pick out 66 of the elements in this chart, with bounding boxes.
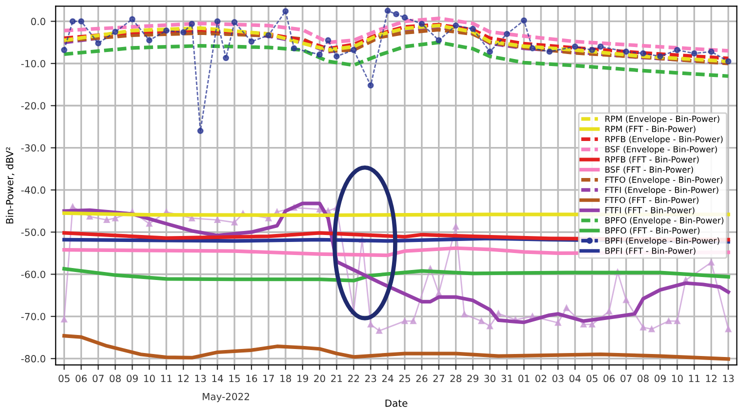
- x-tick-label: 12: [706, 374, 716, 382]
- y-tick-label: -50.0: [21, 228, 46, 236]
- legend-label: RPM (Envelope - Bin-Power): [605, 116, 720, 124]
- x-tick-label: 10: [144, 374, 155, 382]
- x-tick-label: 14: [212, 374, 224, 382]
- legend-label: BPFI (Envelope - Bin-Power): [605, 237, 720, 246]
- x-tick-label: 06: [604, 374, 615, 382]
- x-tick-label: 27: [433, 374, 444, 382]
- y-tick-label: -20.0: [21, 102, 46, 110]
- legend-label: RPM (FFT - Bin-Power): [605, 126, 696, 134]
- x-tick-label: 15: [229, 374, 240, 382]
- x-tick-label: 29: [467, 374, 478, 382]
- legend-label: BPFO (Envelope - Bin-Power): [605, 217, 724, 226]
- legend-label: BSF (FFT - Bin-Power): [605, 166, 694, 174]
- x-tick-label: 10: [672, 374, 683, 382]
- y-tick-label: -80.0: [21, 355, 46, 362]
- x-tick-label: 08: [638, 374, 649, 382]
- x-tick-label: 11: [689, 374, 700, 382]
- legend-label: RPFB (FFT - Bin-Power): [605, 156, 699, 164]
- y-tick-label: -40.0: [21, 186, 46, 194]
- x-tick-label: 09: [126, 374, 138, 382]
- x-tick-label: 12: [178, 374, 189, 382]
- legend-label: FTFI (FFT - Bin-Power): [605, 206, 694, 214]
- x-tick-label: 01: [518, 374, 530, 382]
- x-tick-label: 17: [263, 374, 274, 382]
- x-tick-label: 05: [586, 374, 598, 382]
- x-tick-label: 06: [76, 374, 87, 382]
- x-tick-label: 18: [280, 374, 292, 382]
- x-tick-label: 24: [382, 374, 394, 382]
- x-tick-label: 25: [399, 374, 410, 382]
- x-axis-title: Date: [386, 400, 408, 407]
- x-tick-label: 23: [365, 374, 376, 382]
- x-tick-label: 20: [314, 374, 326, 382]
- x-tick-label: 16: [246, 374, 258, 382]
- legend-label: FTFO (FFT - Bin-Power): [605, 196, 698, 204]
- legend-label: RPFB (Envelope - Bin-Power): [605, 136, 723, 144]
- x-tick-label: 03: [552, 374, 564, 382]
- legend-label: FTFI (Envelope - Bin-Power): [605, 186, 718, 195]
- x-tick-label: 05: [58, 374, 70, 382]
- x-tick-label: 30: [484, 374, 496, 382]
- x-tick-label: 09: [654, 374, 666, 382]
- x-tick-label: 07: [92, 374, 104, 382]
- y-tick-label: 0.0: [31, 18, 46, 26]
- text: May-2022: [202, 392, 250, 402]
- x-tick-label: 13: [195, 374, 206, 382]
- x-tick-label: 31: [501, 374, 512, 382]
- x-tick-label: 28: [450, 374, 462, 382]
- x-tick-label: 19: [297, 374, 308, 382]
- y-tick-label: -60.0: [21, 270, 46, 278]
- legend-label: BPFO (FFT - Bin-Power): [605, 227, 700, 235]
- x-tick-label: 21: [331, 374, 342, 382]
- y-tick-label: -70.0: [21, 312, 46, 320]
- x-tick-label: 08: [110, 374, 121, 382]
- x-tick-label: 07: [620, 374, 632, 382]
- x-tick-label: 13: [723, 374, 734, 382]
- y-tick-label: -10.0: [21, 60, 46, 68]
- x-tick-label: 26: [416, 374, 428, 382]
- legend-label: BPFI (FFT - Bin-Power): [605, 247, 696, 255]
- x-tick-label: 22: [348, 374, 359, 382]
- y-axis-title: Bin-Power, dBV²: [6, 147, 14, 224]
- x-tick-label: 11: [161, 374, 172, 382]
- x-tick-label: 04: [569, 374, 581, 382]
- x-tick-label: 02: [535, 374, 546, 382]
- y-tick-label: -30.0: [21, 144, 46, 152]
- legend-label: BSF (Envelope - Bin-Power): [605, 146, 717, 154]
- legend-label: FTFO (Envelope - Bin-Power): [605, 176, 722, 184]
